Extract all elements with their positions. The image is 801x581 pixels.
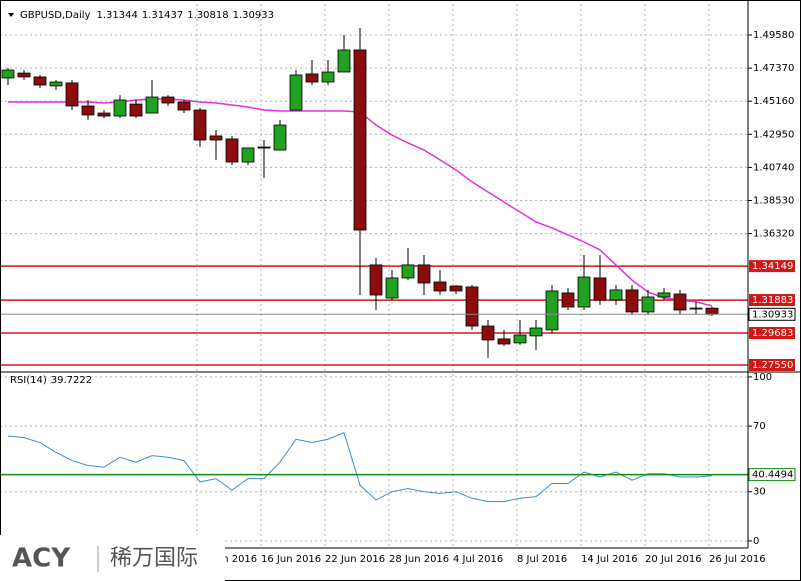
y-tick-label: 1.36320 (753, 229, 794, 240)
current-price-label: 1.30933 (752, 309, 793, 320)
header-open: 1.31344 (97, 10, 138, 21)
watermark-name: 稀万国际 (110, 546, 198, 571)
candle-body (33, 76, 47, 86)
candle-body (65, 82, 79, 107)
candle-body (417, 264, 431, 284)
candle-body (161, 96, 175, 104)
candle-body (353, 49, 367, 231)
y-tick-label: 0 (753, 536, 759, 547)
level-label: 1.31883 (752, 295, 793, 306)
candle-body (593, 277, 607, 301)
y-tick-label: 1.42950 (753, 129, 794, 140)
y-tick-label: 30 (753, 487, 766, 498)
level-label-box (749, 327, 795, 340)
candle-body (673, 293, 687, 311)
candle-body (305, 73, 319, 83)
x-tick-label: 28 Jun 2016 (389, 554, 449, 565)
candle-body (177, 101, 191, 111)
candle-body (49, 81, 63, 87)
x-tick-label: 16 Jun 2016 (261, 554, 321, 565)
candle-body (273, 124, 287, 151)
candle-body (625, 289, 639, 313)
rsi-level-box (748, 468, 796, 482)
candle-body (529, 327, 543, 337)
candle-body (289, 74, 303, 111)
watermark-brand: ACY (12, 544, 71, 574)
candle-body (193, 109, 207, 141)
candle-body (81, 105, 95, 116)
level-label: 1.29683 (752, 328, 793, 339)
level-label-box (749, 260, 795, 273)
candle-body (1, 69, 15, 79)
candle-body (657, 292, 671, 298)
symbol-title: GBPUSD,Daily (20, 10, 91, 21)
candle-body (449, 285, 463, 292)
candle-body (609, 289, 623, 301)
y-tick-label: 1.47370 (753, 63, 794, 74)
candle-body (337, 49, 351, 73)
candle-body (145, 96, 159, 114)
rsi-current: 39.7222 (51, 375, 92, 386)
header-high: 1.31437 (142, 10, 183, 21)
level-label: 1.34149 (752, 261, 793, 272)
candle-body (401, 264, 415, 279)
y-tick-label: 1.40740 (753, 162, 794, 173)
x-tick-label: 4 Jul 2016 (453, 554, 503, 565)
rsi-title: RSI(14) (10, 375, 47, 386)
candle-body (513, 334, 527, 344)
candle-body (385, 277, 399, 299)
header-icon (8, 13, 14, 17)
y-tick-label: 1.45160 (753, 96, 794, 107)
candle-body (641, 296, 655, 313)
candle-body (17, 72, 31, 78)
level-label: 1.27550 (752, 360, 793, 371)
candle-body (241, 147, 255, 163)
candle-body (369, 264, 383, 296)
candle-body (689, 307, 703, 310)
candle-body (129, 103, 143, 117)
candle-body (705, 307, 719, 315)
header-low: 1.30818 (187, 10, 228, 21)
level-label-box (749, 358, 795, 371)
candle-body (561, 292, 575, 308)
header-close: 1.30933 (233, 10, 274, 21)
x-tick-label: 10 Jun 2016 (197, 554, 257, 565)
candle-body (497, 338, 511, 345)
candle-body (465, 286, 479, 327)
candle-body (321, 71, 335, 83)
current-price-box (748, 307, 796, 321)
candle-body (113, 99, 127, 117)
x-tick-label: 20 Jul 2016 (645, 554, 702, 565)
x-tick-label: 22 Jun 2016 (325, 554, 385, 565)
y-tick-label: 1.38530 (753, 196, 794, 207)
watermark-box (0, 535, 225, 581)
rsi-level-label: 40.4494 (752, 470, 793, 481)
candle-body (257, 146, 271, 149)
level-label-box (749, 294, 795, 307)
rsi-header: RSI(14) 39.7222 (10, 375, 92, 386)
candle-body (97, 112, 111, 117)
candle-body (225, 138, 239, 163)
x-tick-label: 14 Jul 2016 (581, 554, 638, 565)
candle-body (433, 281, 447, 292)
y-tick-label: 70 (753, 421, 766, 432)
header: GBPUSD,Daily 1.31344 1.31437 1.30818 1.30933 (20, 10, 274, 21)
candle-body (577, 276, 591, 308)
candle-body (545, 290, 559, 331)
x-tick-label: 26 Jul 2016 (709, 554, 766, 565)
y-tick-label: 100 (753, 372, 772, 383)
candle-body (209, 135, 223, 141)
x-tick-label: 8 Jul 2016 (517, 554, 567, 565)
candle-body (481, 325, 495, 341)
y-tick-label: 1.49580 (753, 30, 794, 41)
